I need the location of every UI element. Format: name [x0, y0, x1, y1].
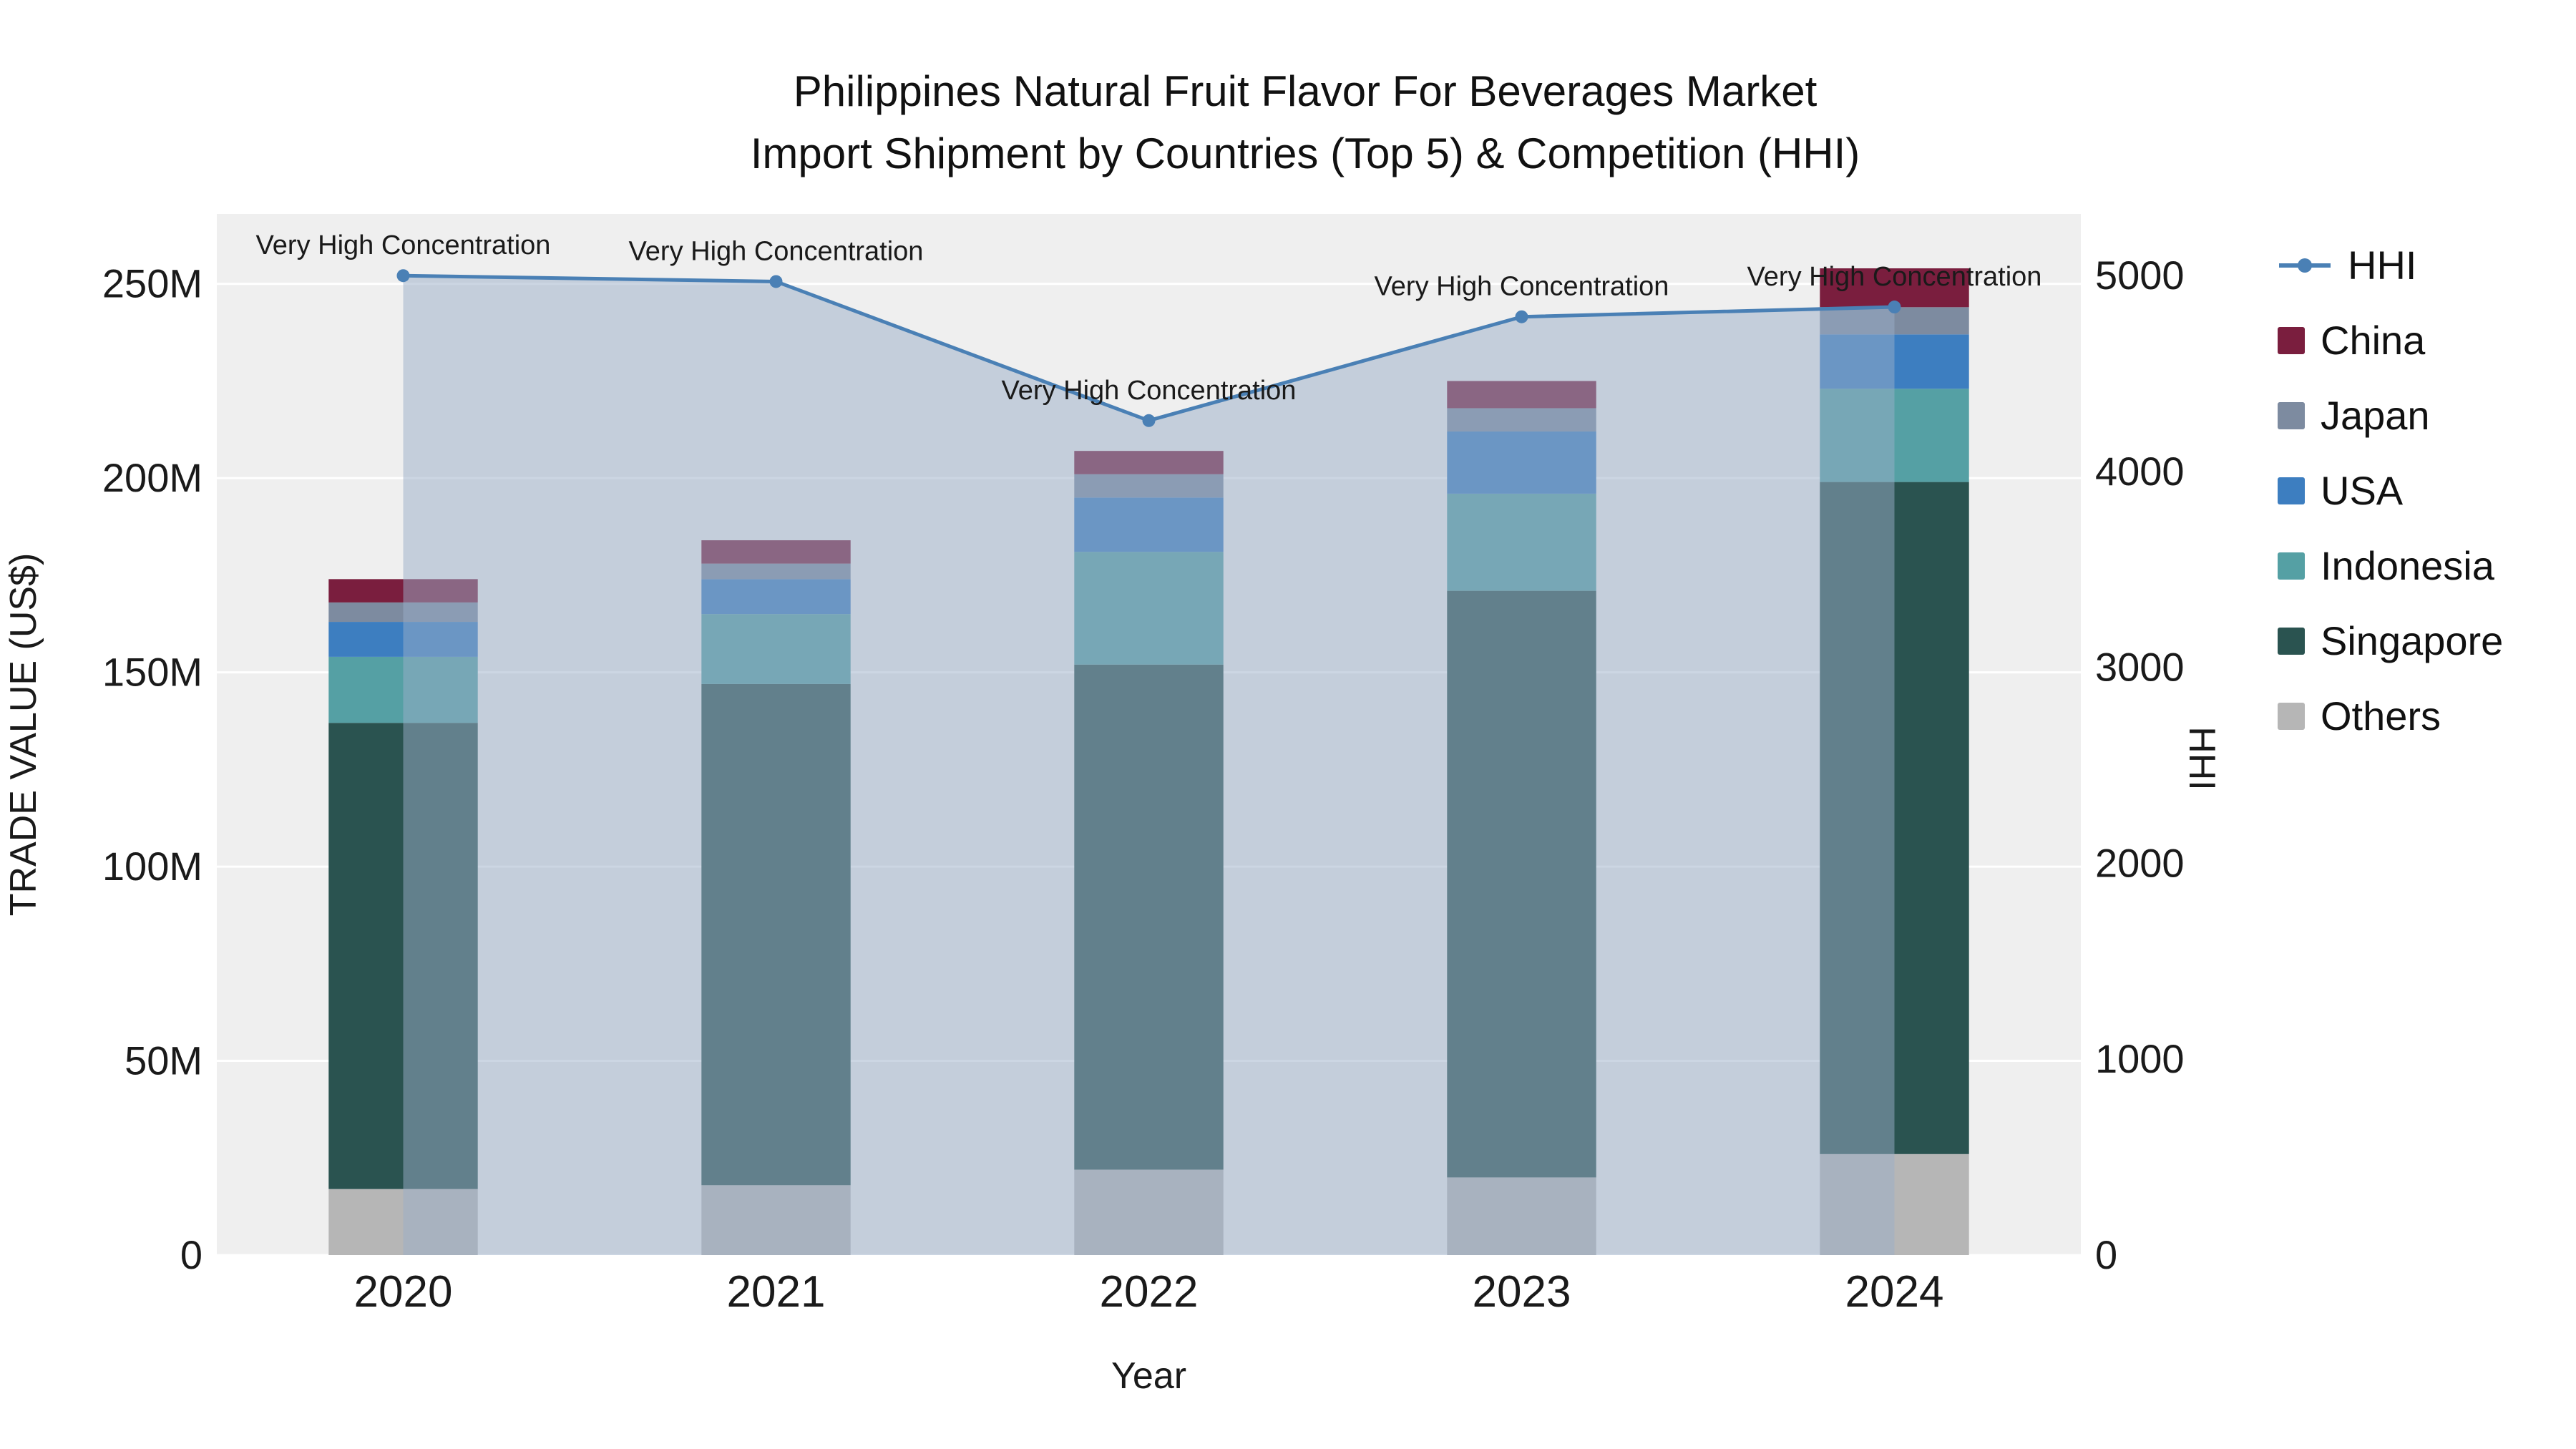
y2-tick-label: 5000 — [2095, 253, 2185, 298]
legend-swatch-japan — [2278, 401, 2305, 429]
annotation-2023: Very High Concentration — [1375, 272, 1669, 302]
hhi-marker-2021[interactable] — [769, 275, 783, 288]
legend-label-japan: Japan — [2321, 393, 2430, 438]
hhi-marker-2024[interactable] — [1888, 301, 1901, 314]
legend-swatch-indonesia — [2278, 552, 2305, 580]
legend-item-others[interactable]: Others — [2278, 693, 2503, 739]
y2-tick-label: 1000 — [2095, 1036, 2185, 1081]
hhi-area — [403, 275, 1895, 1255]
annotations: Very High Concentration Very High Concent… — [256, 230, 2042, 406]
y-axis-title: TRADE VALUE (US$) — [3, 553, 44, 917]
annotation-2020: Very High Concentration — [256, 230, 551, 260]
y2-tick-label: 3000 — [2095, 645, 2185, 690]
legend-label-indonesia: Indonesia — [2321, 543, 2494, 588]
chart-title: Philippines Natural Fruit Flavor For Bev… — [751, 60, 1860, 185]
y-tick-label: 200M — [102, 455, 203, 500]
legend-item-usa[interactable]: USA — [2278, 467, 2503, 514]
legend-item-japan[interactable]: Japan — [2278, 392, 2503, 439]
y2-tick-label: 2000 — [2095, 840, 2185, 885]
legend-swatch-usa — [2278, 477, 2305, 504]
y2-tick-label: 0 — [2095, 1232, 2117, 1277]
legend-label-singapore: Singapore — [2321, 618, 2504, 663]
chart-title-line1: Philippines Natural Fruit Flavor For Bev… — [793, 67, 1818, 115]
legend-label-others: Others — [2321, 693, 2441, 738]
legend-item-china[interactable]: China — [2278, 317, 2503, 364]
legend-item-hhi[interactable]: HHI — [2278, 242, 2503, 288]
x-tick-label-2024: 2024 — [1845, 1267, 1944, 1317]
legend-label-usa: USA — [2321, 468, 2404, 513]
y-tick-label: 150M — [102, 650, 203, 695]
x-tick-label-2022: 2022 — [1100, 1267, 1199, 1317]
x-axis-ticks: 2020 2021 2022 2023 2024 — [354, 1267, 1944, 1317]
x-tick-label-2021: 2021 — [727, 1267, 826, 1317]
x-tick-label-2023: 2023 — [1473, 1267, 1571, 1317]
legend-label-hhi: HHI — [2348, 243, 2417, 288]
hhi-marker-2023[interactable] — [1515, 310, 1528, 323]
annotation-2024: Very High Concentration — [1747, 262, 2042, 292]
y-axis-ticks: 0 50M 100M 150M 200M 250M — [102, 261, 203, 1277]
hhi-markers[interactable] — [396, 269, 1901, 427]
legend-label-china: China — [2321, 318, 2426, 363]
legend-swatch-singapore — [2278, 627, 2305, 655]
y2-axis-ticks: 0 1000 2000 3000 4000 5000 — [2095, 253, 2185, 1277]
legend-item-singapore[interactable]: Singapore — [2278, 618, 2503, 664]
hhi-marker-2020[interactable] — [396, 269, 410, 283]
y-tick-label: 50M — [125, 1038, 203, 1083]
legend: HHI China Japan USA Indonesia Singapore Others — [2278, 242, 2503, 739]
legend-swatch-china — [2278, 326, 2305, 354]
x-tick-label-2020: 2020 — [354, 1267, 453, 1317]
hhi-marker-2022[interactable] — [1142, 414, 1156, 427]
hhi-line-sample-icon — [2279, 258, 2331, 273]
y-tick-label: 250M — [102, 261, 203, 306]
legend-item-indonesia[interactable]: Indonesia — [2278, 542, 2503, 589]
annotation-2022: Very High Concentration — [1002, 376, 1297, 406]
y2-axis-title: HHI — [2181, 726, 2223, 791]
y-tick-label: 100M — [102, 844, 203, 889]
legend-swatch-others — [2278, 702, 2305, 730]
chart-title-line2: Import Shipment by Countries (Top 5) & C… — [750, 130, 1860, 177]
y2-tick-label: 4000 — [2095, 449, 2185, 494]
y-tick-label: 0 — [180, 1232, 203, 1277]
x-axis-title: Year — [1111, 1355, 1186, 1397]
annotation-2021: Very High Concentration — [629, 236, 924, 266]
